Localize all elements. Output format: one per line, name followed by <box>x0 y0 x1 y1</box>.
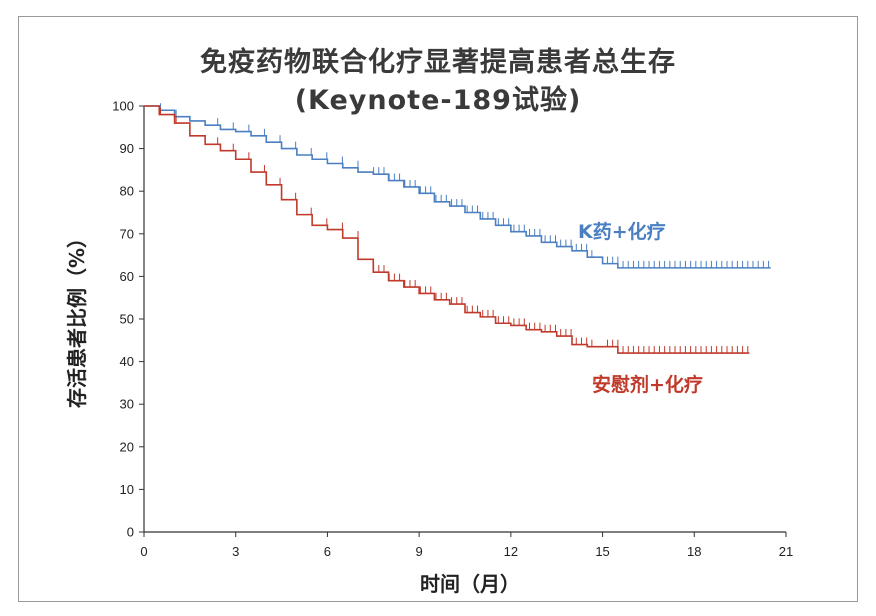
chart-frame <box>18 16 858 602</box>
legend-placebo: 安慰剂+化疗 <box>592 373 703 396</box>
y-tick-label: 50 <box>120 312 134 327</box>
x-tick-label: 15 <box>595 544 609 559</box>
x-tick-label: 9 <box>416 544 423 559</box>
legend-k-drug: K药+化疗 <box>578 220 666 243</box>
y-tick-label: 20 <box>120 439 134 454</box>
x-tick-label: 6 <box>324 544 331 559</box>
x-axis-title: 时间（月） <box>420 572 520 596</box>
y-tick-label: 30 <box>120 397 134 412</box>
axes: 0 3 6 9 12 15 18 21 0 10 20 30 40 50 60 70 80 90 100 <box>112 99 793 560</box>
x-tick-label: 3 <box>232 544 239 559</box>
series-layer <box>144 103 771 354</box>
y-tick-label: 40 <box>120 354 134 369</box>
y-tick-label: 100 <box>112 99 134 114</box>
y-tick-label: 90 <box>120 141 134 156</box>
y-tick-label: 60 <box>120 269 134 284</box>
y-tick-label: 10 <box>120 482 134 497</box>
x-tick-label: 18 <box>687 544 701 559</box>
y-tick-label: 0 <box>127 525 134 540</box>
y-axis-title: 存活患者比例（%） <box>65 228 89 408</box>
x-tick-label: 0 <box>140 544 147 559</box>
chart-title: 免疫药物联合化疗显著提高患者总生存 <box>200 47 676 78</box>
censor-marks-0 <box>160 103 770 268</box>
y-tick-label: 80 <box>120 184 134 199</box>
chart-subtitle: (Keynote-189试验) <box>294 85 582 116</box>
survival-curve-1 <box>144 105 750 354</box>
y-tick-label: 70 <box>120 226 134 241</box>
x-tick-label: 21 <box>779 544 793 559</box>
censor-marks-1 <box>160 107 749 354</box>
x-tick-label: 12 <box>504 544 518 559</box>
survival-curve-0 <box>144 105 771 269</box>
